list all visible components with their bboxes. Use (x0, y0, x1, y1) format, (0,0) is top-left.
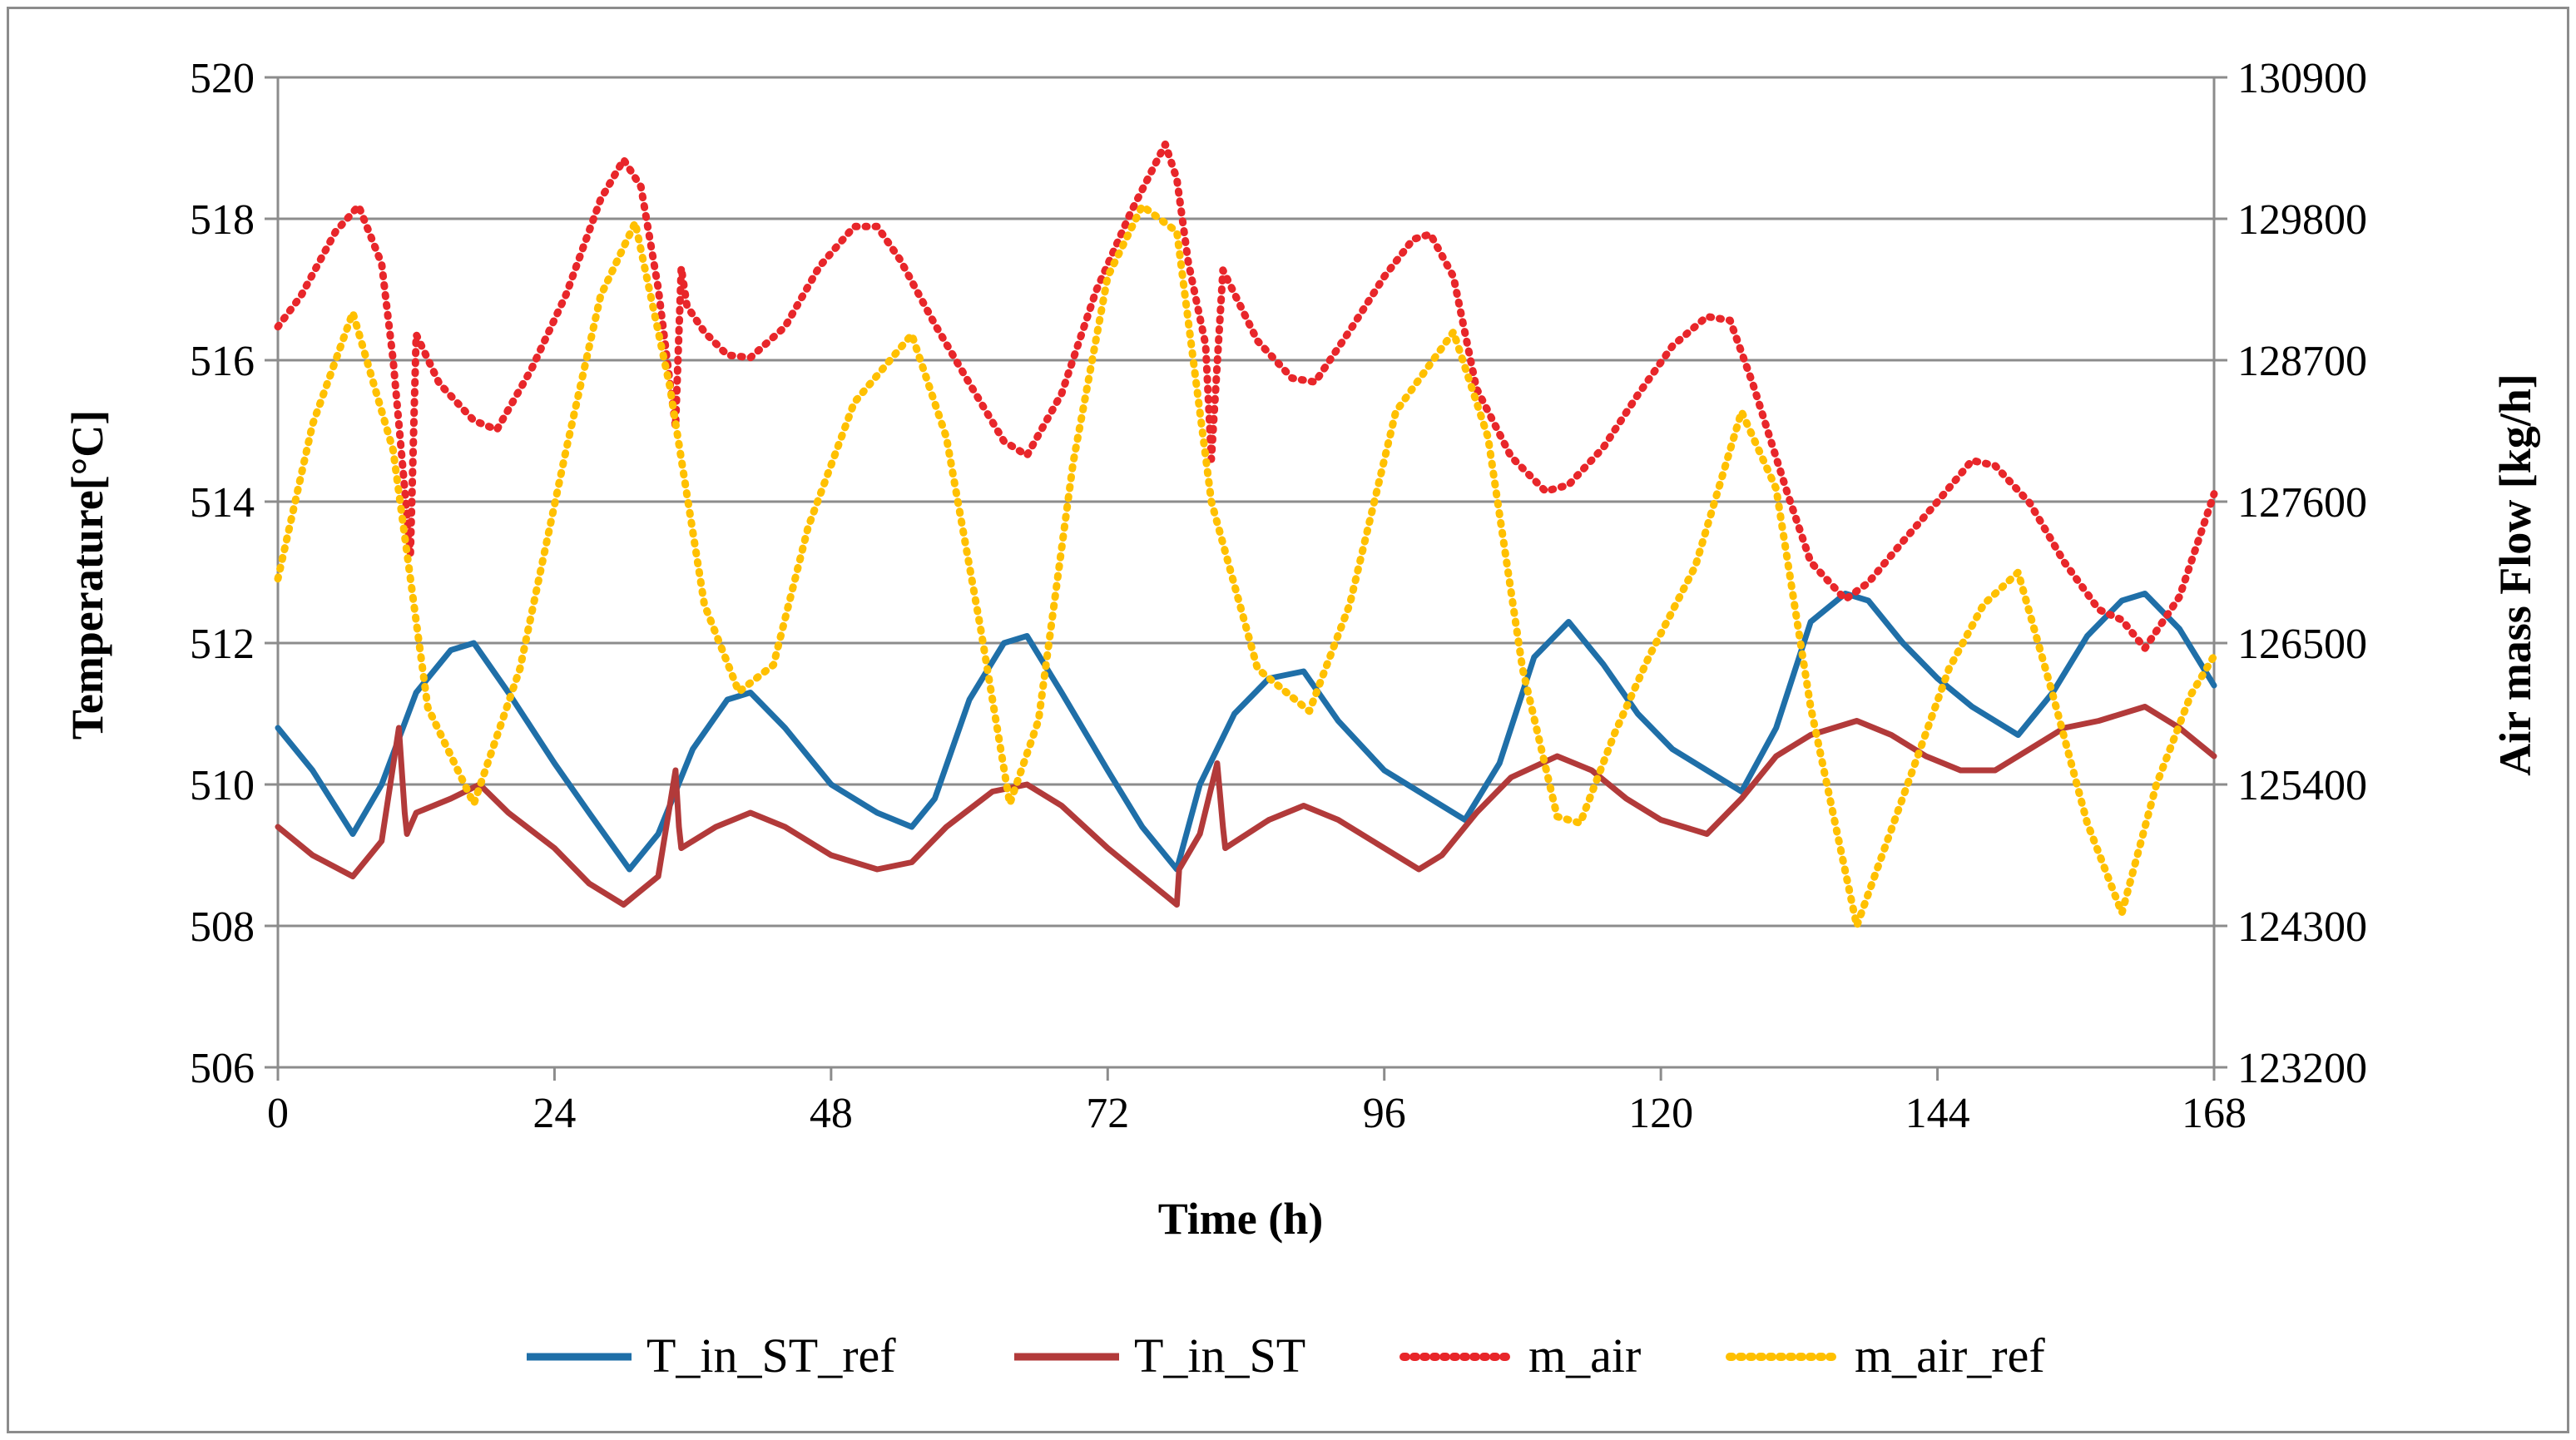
chart-frame: 506 508 510 512 514 516 518 520 123200 124300 1254… (7, 7, 2569, 1433)
x-tick-label-72: 72 (1086, 1090, 1129, 1137)
right-tick-label-128700: 128700 (2237, 338, 2367, 385)
axes (265, 76, 2227, 1081)
x-tick-label-96: 96 (1363, 1090, 1406, 1137)
left-y-axis-title: Temperature[°C] (62, 410, 112, 740)
x-axis-title: Time (h) (1158, 1194, 1324, 1244)
x-tick-label-120: 120 (1628, 1090, 1693, 1137)
left-tick-label-516: 516 (190, 338, 255, 385)
right-tick-label-123200: 123200 (2237, 1045, 2367, 1092)
legend-label-t-in-st-ref: T_in_ST_ref (646, 1329, 896, 1383)
right-tick-label-126500: 126500 (2237, 621, 2367, 668)
line-chart: 506 508 510 512 514 516 518 520 123200 124300 1254… (62, 55, 2540, 1383)
left-tick-label-512: 512 (190, 621, 255, 668)
legend: T_in_ST_ref T_in_ST m_air m_air_ref (527, 1329, 2045, 1383)
tick-labels: 506 508 510 512 514 516 518 520 123200 124300 1254… (190, 55, 2367, 1137)
series-line-m-air (274, 140, 2218, 652)
series-line-t-in-st-ref (275, 591, 2217, 873)
x-tick-label-48: 48 (810, 1090, 853, 1137)
series-line-t-in-st (275, 704, 2217, 908)
left-tick-label-520: 520 (190, 55, 255, 102)
right-tick-label-129800: 129800 (2237, 196, 2367, 244)
left-tick-label-506: 506 (190, 1045, 255, 1092)
legend-label-m-air: m_air (1528, 1329, 1641, 1383)
right-tick-label-130900: 130900 (2237, 55, 2367, 102)
x-tick-label-168: 168 (2182, 1090, 2247, 1137)
legend-label-t-in-st: T_in_ST (1134, 1329, 1305, 1383)
series-line-m-air-ref (274, 202, 2218, 930)
left-tick-label-518: 518 (190, 196, 255, 244)
x-tick-label-0: 0 (267, 1090, 289, 1137)
right-tick-label-127600: 127600 (2237, 479, 2367, 527)
right-y-axis-title: Air mass Flow [kg/h] (2490, 374, 2540, 776)
x-tick-label-24: 24 (533, 1090, 576, 1137)
left-tick-label-508: 508 (190, 903, 255, 951)
left-tick-label-514: 514 (190, 479, 255, 527)
left-tick-label-510: 510 (190, 762, 255, 809)
right-tick-label-124300: 124300 (2237, 903, 2367, 951)
series (274, 140, 2218, 930)
x-tick-label-144: 144 (1905, 1090, 1970, 1137)
gridlines (278, 76, 2214, 928)
right-tick-label-125400: 125400 (2237, 762, 2367, 809)
legend-label-m-air-ref: m_air_ref (1855, 1329, 2045, 1383)
